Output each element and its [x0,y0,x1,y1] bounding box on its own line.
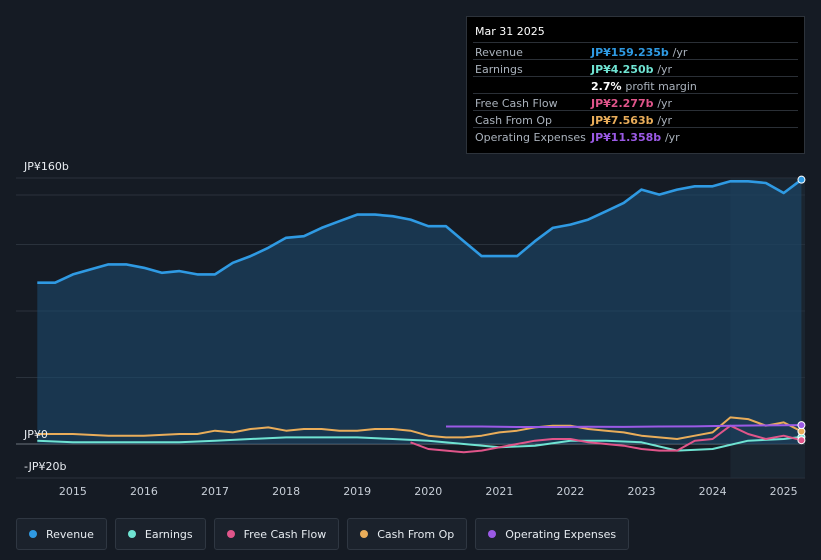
operating-expenses-line [446,424,802,428]
tooltip-panel: Mar 31 2025 Revenue JP¥159.235b /yr Earnin… [466,16,805,154]
tooltip-row-value: 2.7% profit margin [591,80,697,93]
tooltip-row: Operating Expenses JP¥11.358b /yr [473,127,798,145]
tooltip-row: 2.7% profit margin [473,76,798,94]
cash-from-op-line [37,416,802,440]
revenue-area [37,179,802,444]
tooltip-row-label: Operating Expenses [475,131,586,144]
legend-dot-icon [127,530,136,538]
legend-dot-icon [226,530,235,538]
legend-dot-icon [488,530,497,538]
x-tick-label: 2021 [485,485,514,498]
x-tick-label: 2018 [272,485,301,498]
y-tick-label: -JP¥20b [24,460,67,473]
legend-label: Cash From Op [377,527,455,541]
tooltip-row-unit: profit margin [625,80,697,93]
operating-expenses-end-dot [797,421,806,430]
y-tick-label: JP¥160b [24,160,69,173]
legend-item-earnings[interactable]: Earnings [114,518,206,550]
tooltip-row-value: JP¥11.358b /yr [591,131,680,144]
tooltip-row-unit: /yr [672,46,688,59]
legend-label: Free Cash Flow [243,527,327,541]
tooltip-row-label: Free Cash Flow [475,97,558,110]
legend-item-revenue[interactable]: Revenue [16,518,107,550]
x-tick-label: 2023 [627,485,656,498]
revenue-end-dot [797,175,806,184]
legend-dot-icon [360,530,369,538]
tooltip-row-value: JP¥2.277b /yr [591,97,673,110]
tooltip-date: Mar 31 2025 [475,25,545,38]
legend-item-operating-expenses[interactable]: Operating Expenses [475,518,630,550]
tooltip-row: Revenue JP¥159.235b /yr [473,42,798,60]
x-tick-label: 2019 [343,485,372,498]
legend-item-cash-from-op[interactable]: Cash From Op [347,518,468,550]
y-tick-label: JP¥0 [24,428,48,441]
free-cash-flow-end-dot [797,436,806,445]
tooltip-row-value: JP¥7.563b /yr [591,114,673,127]
tooltip-row: Earnings JP¥4.250b /yr [473,59,798,77]
x-tick-label: 2016 [129,485,158,498]
legend: Revenue Earnings Free Cash Flow Cash From O… [16,518,630,550]
tooltip-row-unit: /yr [657,63,673,76]
tooltip-row-value: JP¥159.235b /yr [591,46,688,59]
tooltip-row-unit: /yr [664,131,680,144]
x-tick-label: 2024 [698,485,727,498]
legend-dot-icon [29,530,37,538]
x-tick-label: 2020 [414,485,443,498]
legend-label: Operating Expenses [505,527,617,541]
x-tick-label: 2015 [58,485,87,498]
tooltip-row-label: Earnings [475,63,523,76]
line-layer [37,178,803,454]
legend-label: Revenue [46,527,94,541]
tooltip-row-unit: /yr [657,97,673,110]
tooltip-row-label: Revenue [475,46,523,59]
tooltip-row-unit: /yr [657,114,673,127]
legend-item-free-cash-flow[interactable]: Free Cash Flow [213,518,340,550]
tooltip-row: Free Cash Flow JP¥2.277b /yr [473,93,798,111]
x-tick-label: 2017 [201,485,230,498]
free-cash-flow-line [410,424,802,454]
tooltip-row-value: JP¥4.250b /yr [591,63,673,76]
earnings-line [37,435,802,452]
tooltip-row-label: Cash From Op [475,114,553,127]
x-tick-label: 2025 [769,485,798,498]
revenue-line [37,178,803,284]
legend-label: Earnings [144,527,193,541]
area-layer [37,179,802,444]
end-dots-layer [797,175,806,445]
x-tick-label: 2022 [556,485,585,498]
tooltip-row: Cash From Op JP¥7.563b /yr [473,110,798,128]
